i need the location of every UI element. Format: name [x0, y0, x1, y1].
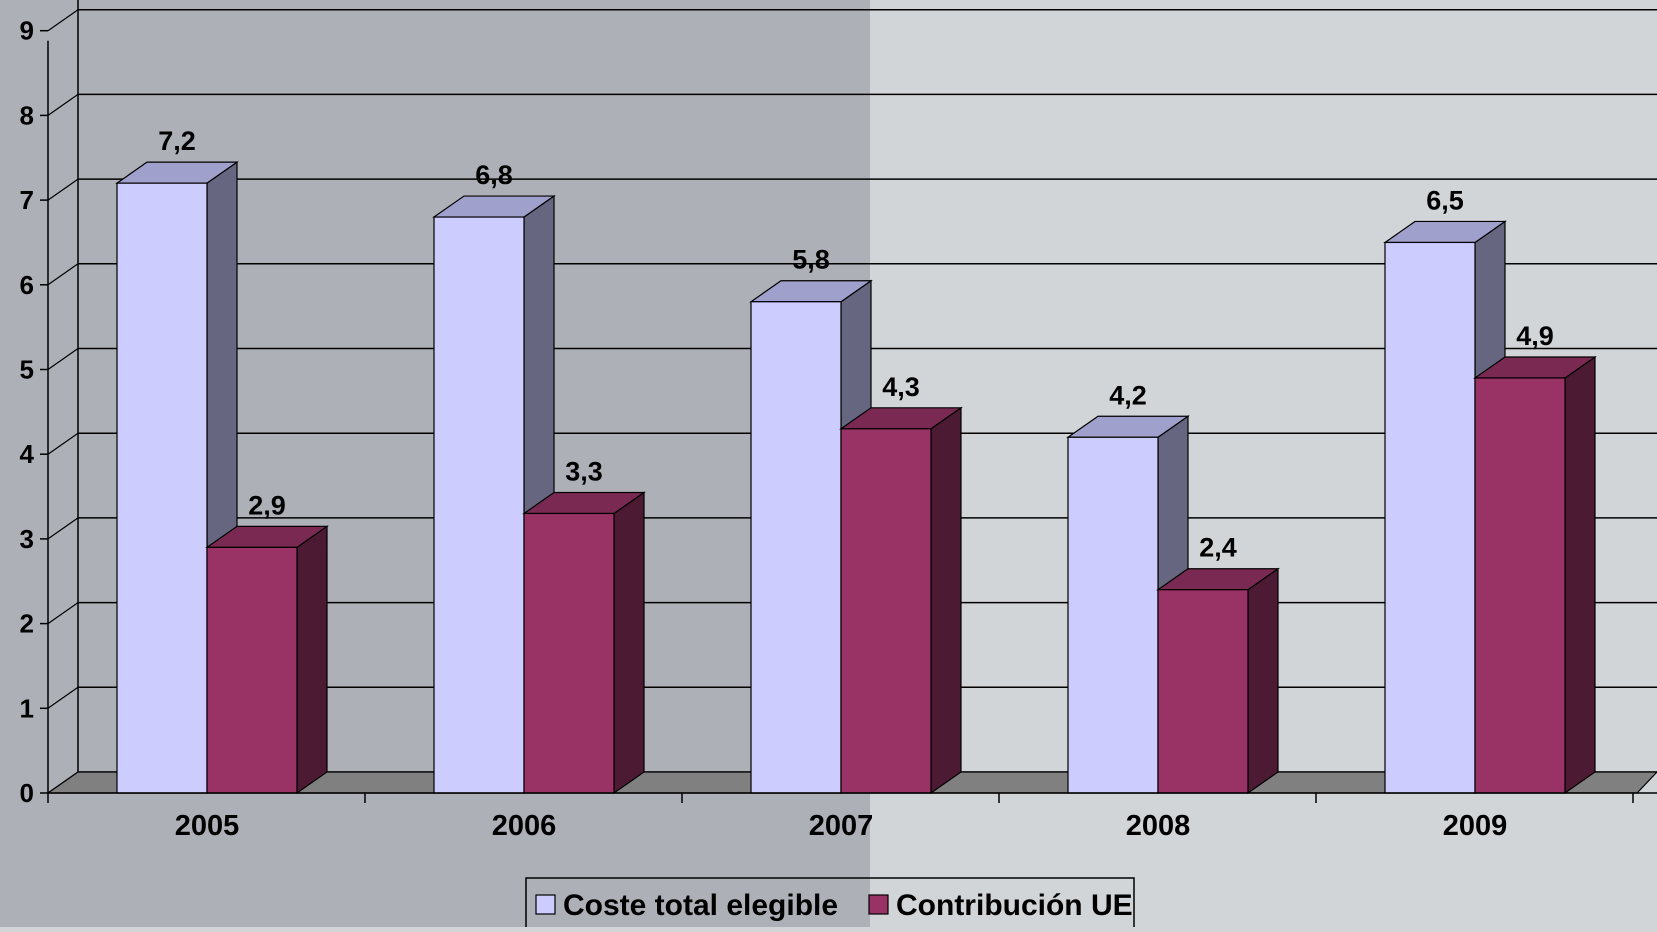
bar-coste-total-2009 [1383, 220, 1507, 795]
y-depth-line-5 [47, 348, 79, 370]
bar-front [1384, 241, 1476, 794]
data-label-coste-total-2006: 6,8 [475, 160, 513, 190]
y-tick-label-4: 4 [20, 439, 35, 469]
bar-contribucion-ue-2007 [839, 406, 963, 795]
x-tick-label-2008: 2008 [1126, 810, 1191, 842]
legend-label-contribucion-ue: Contribución UE [896, 889, 1133, 922]
bar-side [1247, 567, 1279, 795]
y-depth-line-4 [47, 432, 79, 455]
y-tick-label-9: 9 [20, 16, 34, 46]
bar-front [206, 546, 298, 794]
legend-swatch-contribucion-ue [868, 894, 889, 915]
data-label-contribucion-ue-2007: 4,3 [882, 372, 920, 402]
legend-swatch-coste-total-elegible [535, 894, 556, 915]
y-tick-label-6: 6 [20, 270, 34, 300]
data-label-coste-total-2005: 7,2 [158, 126, 196, 156]
data-label-contribucion-ue-2009: 4,9 [1516, 321, 1554, 351]
y-tick-label-1: 1 [20, 693, 34, 723]
y-depth-line-8 [47, 93, 79, 116]
bar-side [613, 491, 645, 795]
y-depth-line-3 [47, 517, 79, 540]
bar-front [433, 216, 525, 794]
y-depth-line-7 [47, 178, 79, 201]
data-label-coste-total-2008: 4,2 [1109, 380, 1147, 410]
bar-front [840, 428, 932, 794]
bar-front [523, 512, 615, 794]
y-depth-line-6 [47, 263, 79, 286]
bar-contribucion-ue-2009 [1473, 355, 1597, 795]
x-tick-label-2005: 2005 [175, 810, 240, 842]
y-tick-label-7: 7 [20, 185, 34, 215]
x-axis: 2005 2006 2007 2008 2009 [47, 792, 1657, 842]
y-depth-line-1 [47, 686, 79, 709]
legend: Coste total elegible Contribución UE [525, 877, 1135, 931]
bar-front [1157, 589, 1249, 794]
y-axis: 0 1 2 3 4 5 6 7 8 9 [20, 9, 79, 808]
bar-side [930, 406, 962, 795]
y-depth-line-2 [47, 602, 79, 625]
data-labels: 7,2 2,9 6,8 3,3 5,8 4,3 4,2 2,4 6,5 4,9 [158, 126, 1554, 563]
bar-contribucion-ue-2008 [1156, 567, 1280, 795]
legend-label-coste-total-elegible: Coste total elegible [563, 889, 838, 922]
bar-front [1474, 377, 1566, 794]
y-tick-label-2: 2 [20, 609, 34, 639]
y-tick-label-3: 3 [20, 524, 34, 554]
x-tick-label-2006: 2006 [492, 810, 557, 842]
y-depth-line-9 [47, 9, 79, 32]
bar-front [750, 301, 842, 794]
y-tick-label-0: 0 [20, 778, 34, 808]
data-label-contribucion-ue-2006: 3,3 [565, 456, 603, 486]
x-tick-label-2009: 2009 [1443, 810, 1508, 842]
bar-contribucion-ue-2006 [522, 491, 646, 795]
data-label-contribucion-ue-2008: 2,4 [1199, 533, 1237, 563]
bar-contribucion-ue-2005 [205, 525, 329, 795]
bar-side [296, 525, 328, 795]
y-tick-label-5: 5 [20, 355, 34, 385]
data-label-contribucion-ue-2005: 2,9 [248, 490, 286, 520]
data-label-coste-total-2009: 6,5 [1426, 185, 1464, 215]
x-tick-label-2007: 2007 [809, 810, 874, 842]
bars [115, 161, 1597, 795]
bar-side [1564, 355, 1596, 795]
data-label-coste-total-2007: 5,8 [792, 245, 830, 275]
y-tick-label-8: 8 [20, 100, 34, 130]
bar-front [1067, 436, 1159, 794]
bar-front [116, 182, 208, 794]
